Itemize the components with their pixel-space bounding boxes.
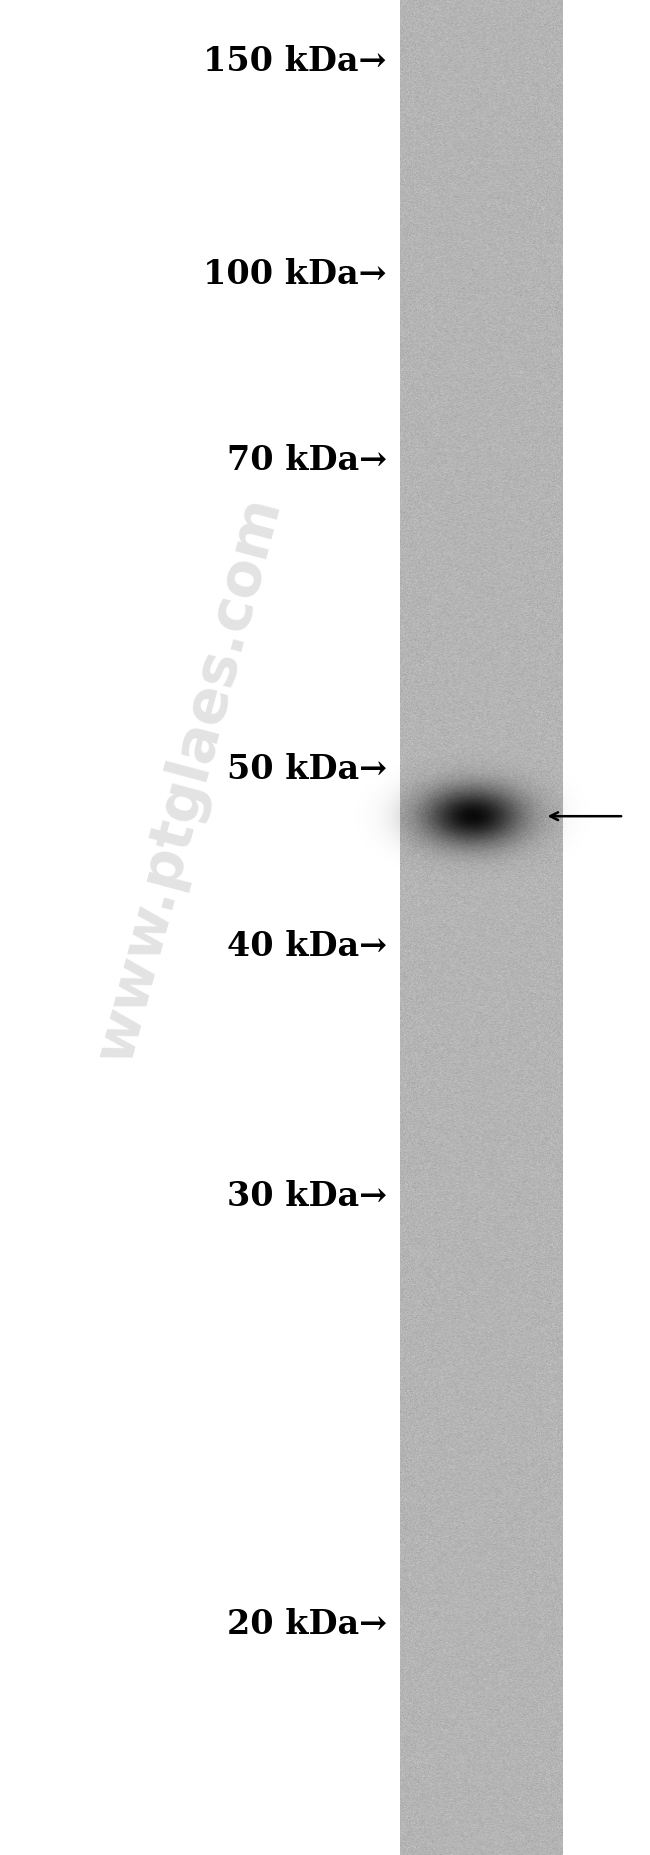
Text: 70 kDa→: 70 kDa→ xyxy=(227,443,387,477)
Text: 40 kDa→: 40 kDa→ xyxy=(227,929,387,963)
Text: 100 kDa→: 100 kDa→ xyxy=(203,258,387,291)
Text: 150 kDa→: 150 kDa→ xyxy=(203,45,387,78)
FancyBboxPatch shape xyxy=(400,0,562,1855)
Text: 30 kDa→: 30 kDa→ xyxy=(227,1180,387,1213)
Text: www.ptglaes.com: www.ptglaes.com xyxy=(86,490,291,1068)
Text: 20 kDa→: 20 kDa→ xyxy=(227,1608,387,1642)
Text: 50 kDa→: 50 kDa→ xyxy=(227,753,387,787)
